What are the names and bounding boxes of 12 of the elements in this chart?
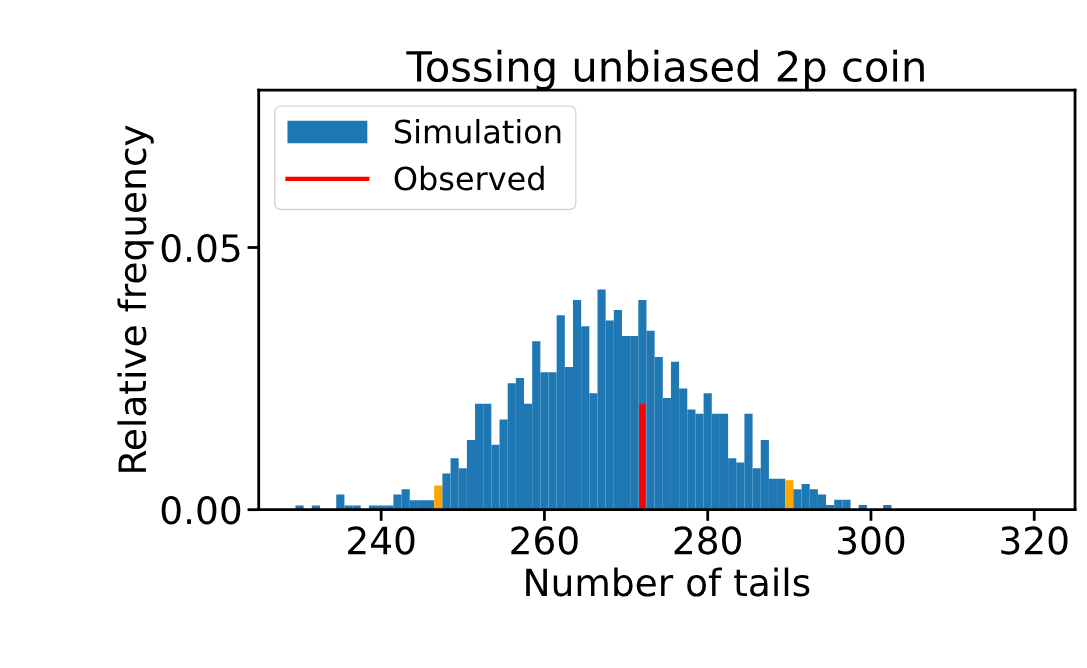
y-axis-title: Relative frequency [117, 125, 154, 472]
x-tick-label: 320 [1001, 526, 1068, 555]
y-tick-label: 0.00 [161, 496, 241, 525]
x-axis-title: Number of tails [526, 567, 810, 597]
x-tick-label: 260 [511, 526, 578, 555]
x-tick-label: 240 [348, 526, 415, 555]
chart-title: Tossing unbiased 2p coin [406, 49, 924, 91]
legend-label: Simulation [394, 118, 561, 144]
legend-label: Observed [394, 165, 544, 191]
x-tick-label: 300 [838, 526, 905, 555]
y-tick-label: 0.05 [161, 233, 240, 263]
x-tick-label: 280 [674, 526, 741, 555]
